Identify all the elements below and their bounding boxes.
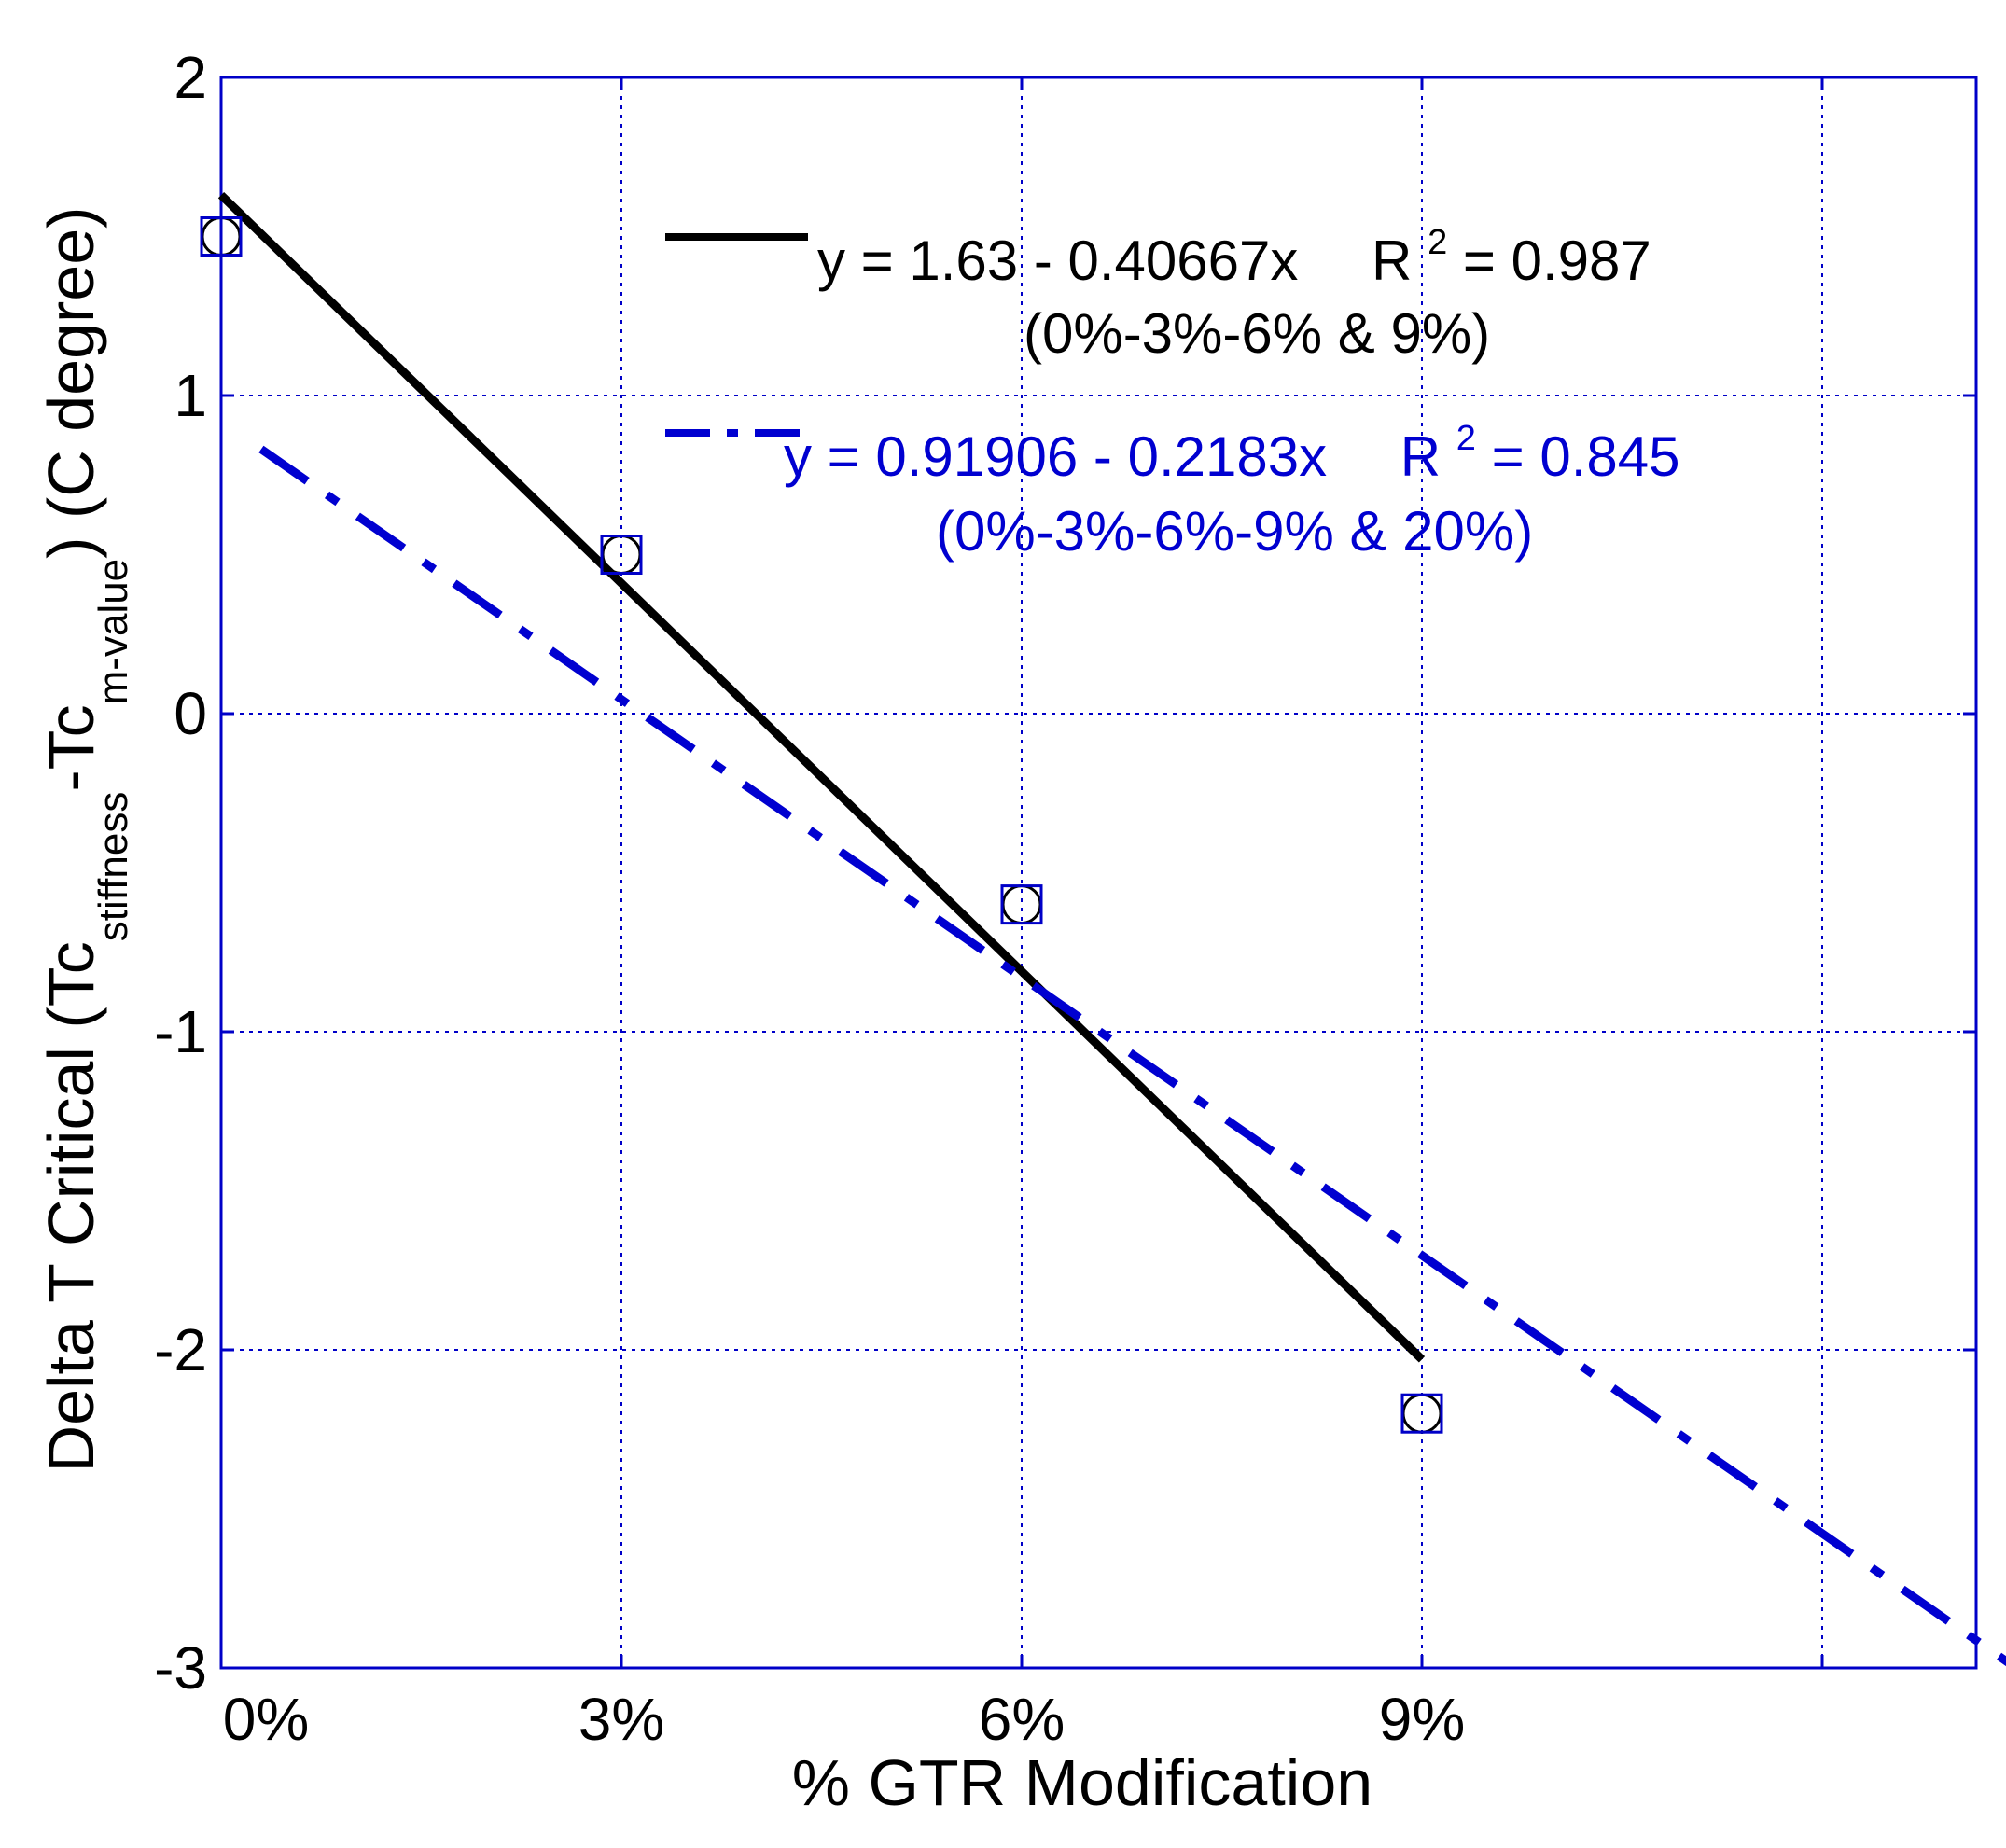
x-tick-label-0: 0% — [223, 1686, 310, 1753]
y-tick-label-2: 0 — [174, 680, 207, 747]
y-tick-label-4: -2 — [154, 1316, 207, 1383]
square-marker-3 — [1400, 1393, 1443, 1434]
y-tick-label-3: -1 — [154, 998, 207, 1065]
fit-blue-equation-text: y = 0.91906 - 0.2183x R 2 = 0.845 — [784, 399, 1679, 488]
fit-black-line — [217, 191, 1426, 1363]
fit-black-equation: y = 1.63 - 0.40667x — [817, 229, 1298, 292]
y-label-prefix: Delta T Critical (Tc — [35, 941, 107, 1472]
y-label-sub1: stiffness — [91, 792, 136, 942]
x-tick-label-2: 6% — [979, 1686, 1066, 1753]
fit-black-r2-label: R — [1372, 229, 1412, 292]
fit-blue-equation: y = 0.91906 - 0.2183x — [784, 425, 1327, 488]
y-label-mid: -Tc — [35, 704, 107, 791]
x-tick-label-3: 9% — [1379, 1686, 1466, 1753]
grid-lines — [221, 77, 1976, 1668]
data-points — [200, 216, 1443, 1434]
fit-blue-r2-label: R — [1400, 425, 1441, 488]
fit-blue-range: (0%-3%-6%-9% & 20%) — [936, 500, 1533, 563]
fit-blue-line — [258, 445, 2006, 1667]
fit-blue-r2-sup: 2 — [1456, 419, 1476, 458]
y-label-sub2: m-value — [91, 559, 136, 705]
y-tick-label-0: 2 — [174, 44, 207, 111]
square-marker-1 — [600, 535, 643, 575]
y-label-suffix: ) (C degree) — [35, 207, 107, 559]
fit-black-r2-sup: 2 — [1428, 223, 1447, 262]
fit-black-equation-text: y = 1.63 - 0.40667x R 2 = 0.987 — [817, 203, 1651, 292]
y-tick-label-1: 1 — [174, 362, 207, 429]
fit-lines — [217, 191, 2006, 1667]
legend: y = 1.63 - 0.40667x R 2 = 0.987 (0%-3%-6… — [665, 203, 1679, 563]
fit-black-r2-value: = 0.987 — [1463, 229, 1651, 292]
y-axis-label: Delta T Critical (Tcstiffness-Tcm-value)… — [35, 207, 136, 1473]
square-marker-0 — [200, 216, 243, 257]
fit-black-range: (0%-3%-6% & 9%) — [1024, 302, 1490, 365]
plot-area-frame — [219, 76, 1978, 1670]
x-tick-label-1: 3% — [578, 1686, 665, 1753]
x-axis-label: % GTR Modification — [792, 1746, 1372, 1819]
fit-blue-r2-value: = 0.845 — [1492, 425, 1680, 488]
square-marker-2 — [1000, 884, 1043, 925]
y-axis-ticks: 2 1 0 -1 -2 -3 — [154, 44, 1976, 1702]
y-tick-label-5: -3 — [154, 1634, 207, 1702]
x-axis-ticks: 0%3%6%9%20% — [219, 77, 1824, 1753]
